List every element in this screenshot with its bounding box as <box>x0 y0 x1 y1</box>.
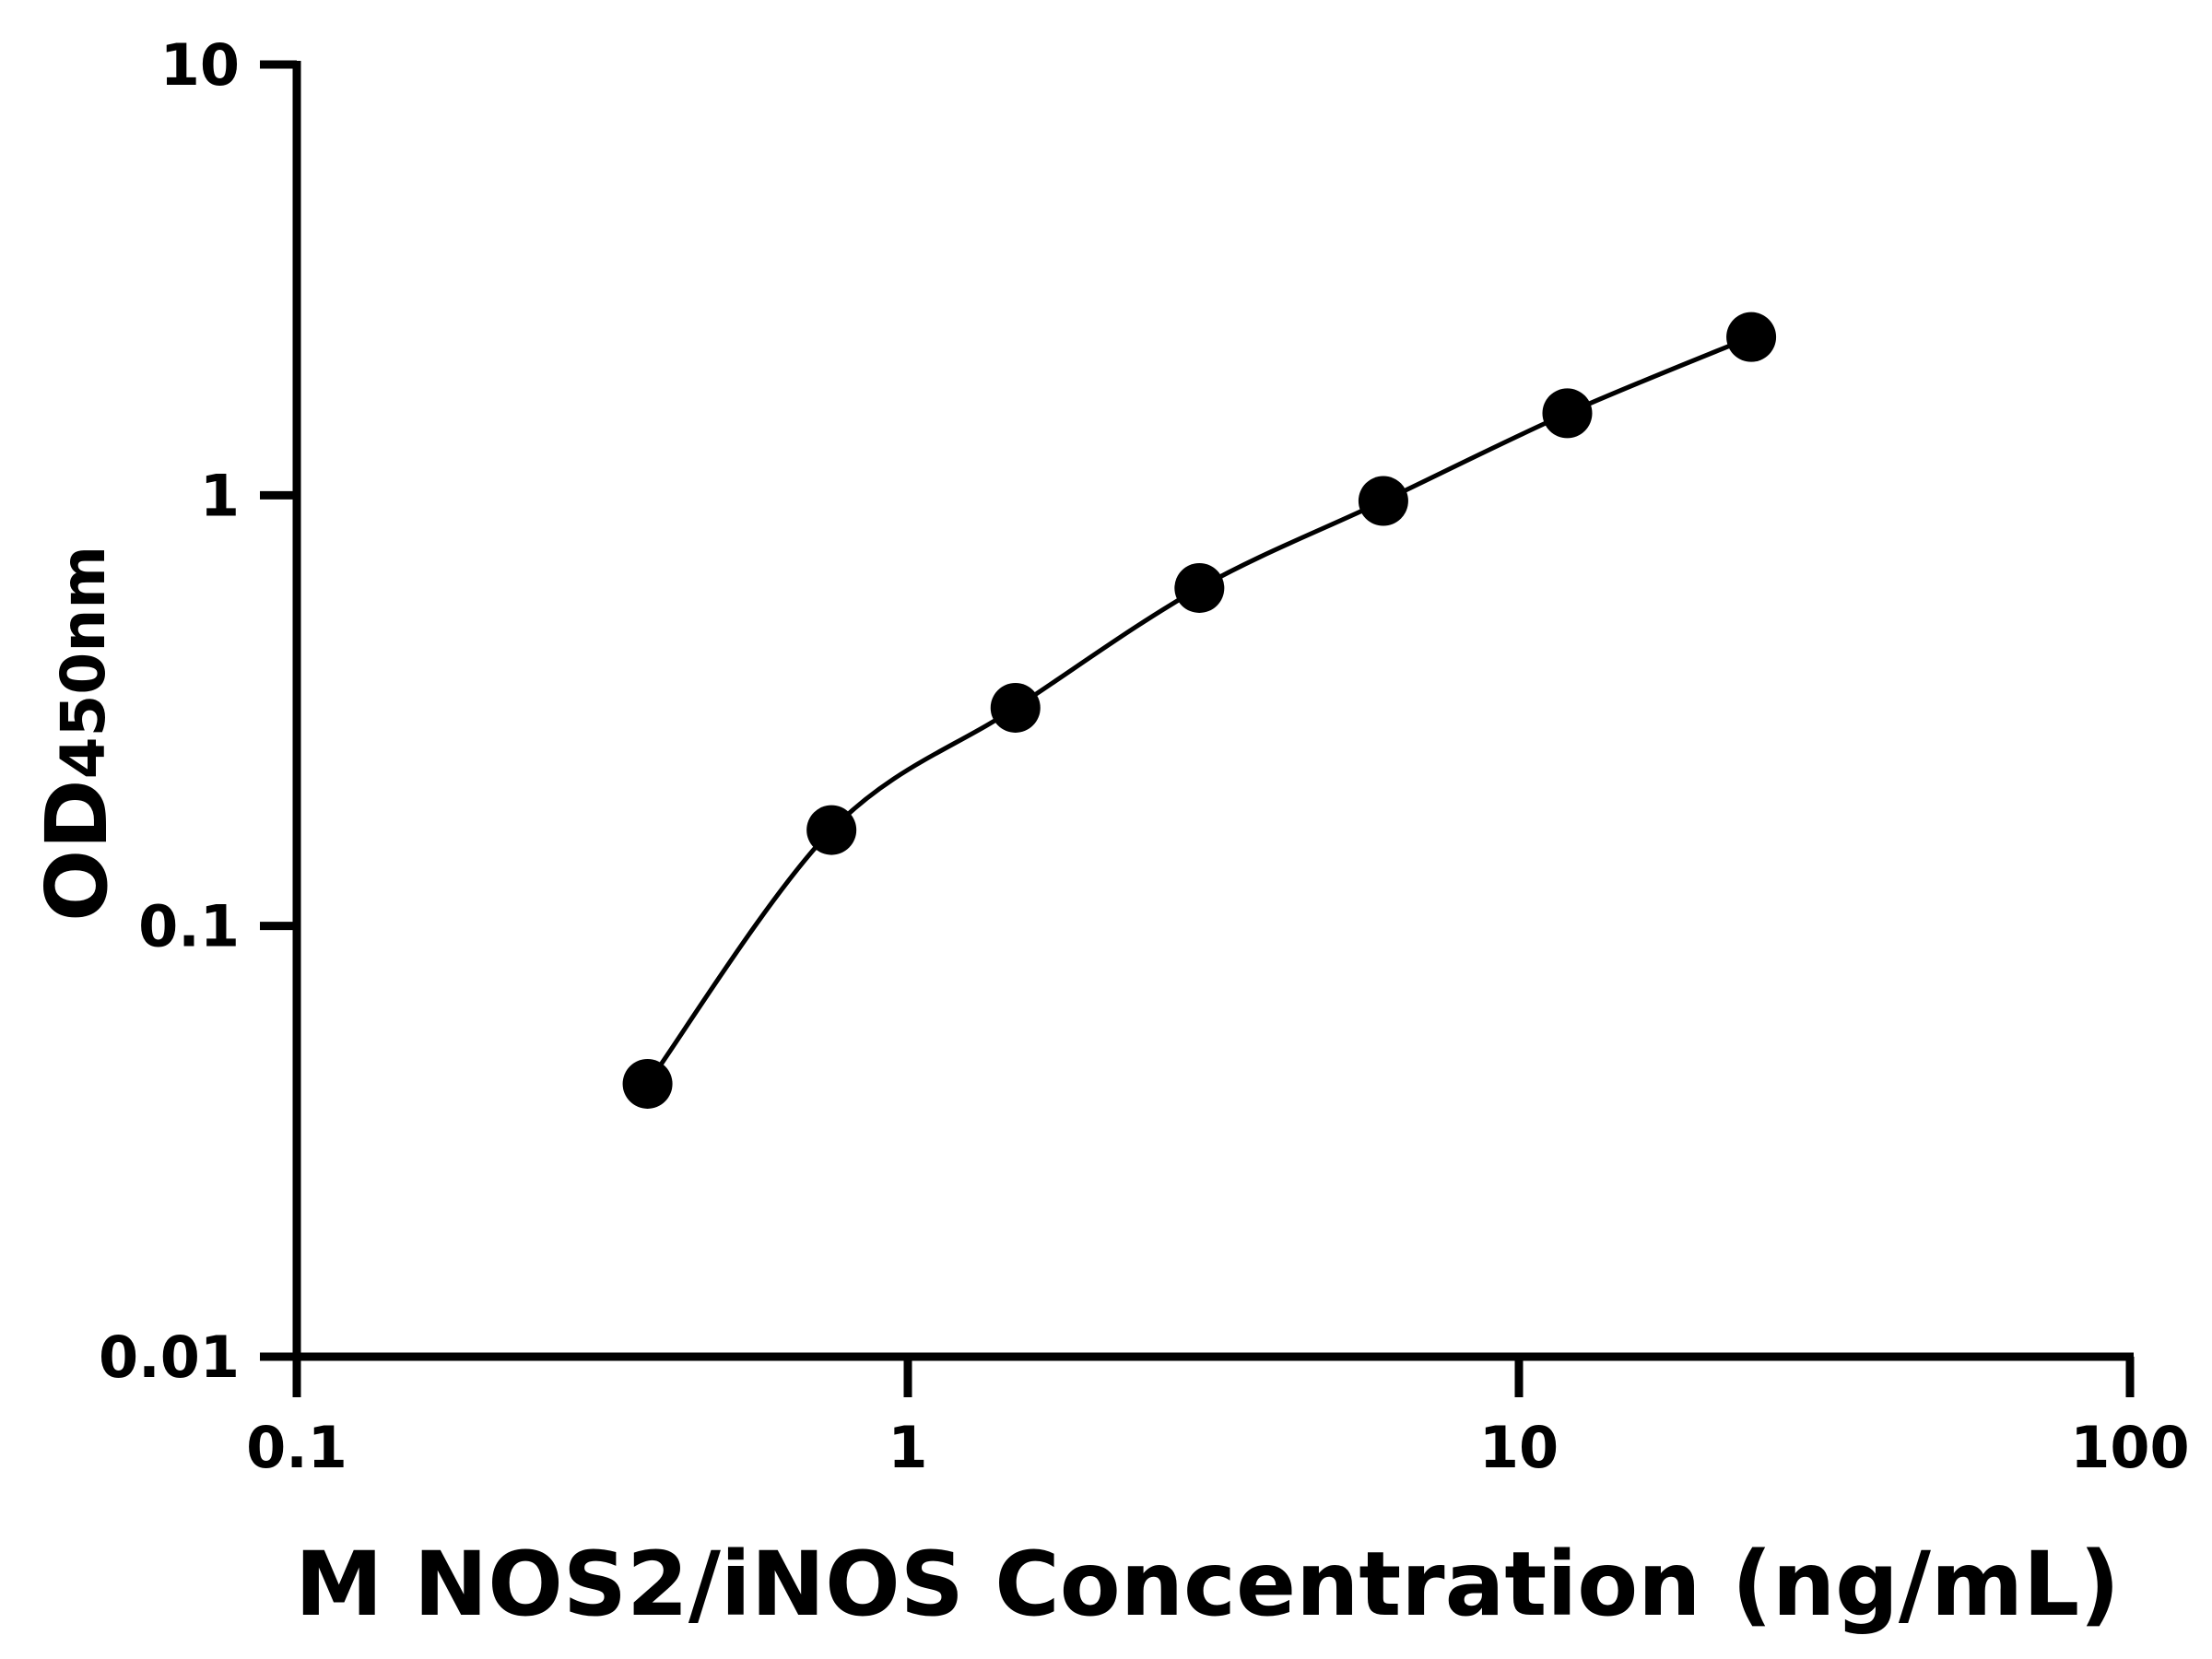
fit-line <box>645 335 1753 1086</box>
data-point <box>1542 388 1593 439</box>
x-tick-label: 10 <box>1479 1414 1559 1481</box>
fit-curve <box>645 335 1753 1086</box>
y-tick-label: 0.01 <box>99 1324 240 1391</box>
x-tick-label: 0.1 <box>246 1414 347 1481</box>
data-point <box>806 805 857 855</box>
data-point <box>1174 562 1225 613</box>
data-point <box>622 1058 673 1109</box>
data-point <box>1726 312 1777 362</box>
y-tick-label: 1 <box>200 462 240 529</box>
y-tick-label: 0.1 <box>138 893 240 960</box>
x-axis-title: M NOS2/iNOS Concentration (ng/mL) <box>295 1533 2120 1636</box>
y-tick-label: 10 <box>160 31 240 99</box>
x-tick-label: 100 <box>2070 1414 2189 1481</box>
data-points <box>622 312 1777 1109</box>
y-axis-title: OD450nm <box>28 546 126 922</box>
data-point <box>1358 476 1408 526</box>
x-tick-label: 1 <box>888 1414 927 1481</box>
data-point <box>990 682 1041 733</box>
